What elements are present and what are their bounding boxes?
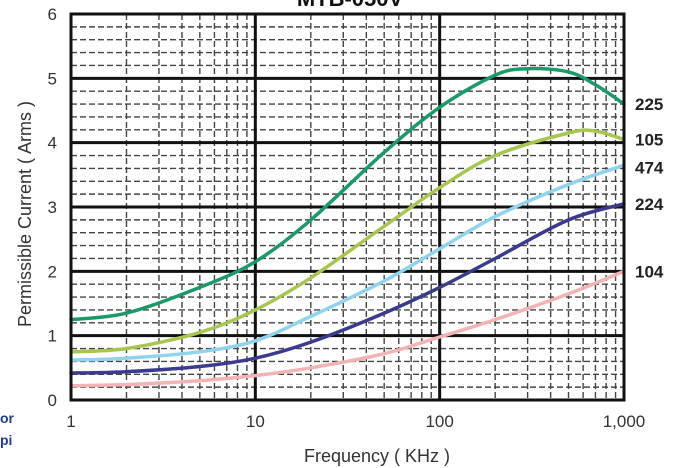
x-tick-label: 10 [246,412,265,431]
series-label-104: 104 [635,262,664,281]
series-label-225: 225 [635,95,663,114]
series-line-474 [69,163,626,362]
series-line-225 [69,66,626,322]
side-text-line-2: pi [0,432,13,448]
x-axis-title: Frequency ( KHz ) [304,446,450,466]
series-lines [69,66,626,388]
series-label-105: 105 [635,130,663,149]
series-line-224 [69,202,626,375]
x-tick-label: 1 [66,412,75,431]
y-tick-label: 6 [48,5,57,24]
y-tick-label: 5 [48,69,57,88]
y-axis-title: Permissible Current ( Arms ) [15,101,35,327]
series-line-104 [69,269,626,388]
series-labels: 225 105 474 224 104 [635,95,664,281]
plot-frame [69,12,626,402]
x-tick-label: 1,000 [603,412,646,431]
series-line-105 [69,128,626,354]
y-tick-label: 3 [48,198,57,217]
x-tick-label: 100 [425,412,453,431]
y-tick-label: 4 [48,134,57,153]
chart-title: MTB-050V [297,0,404,11]
y-tick-label: 2 [48,262,57,281]
y-tick-label: 1 [48,327,57,346]
side-text-line-1: or [0,410,14,426]
series-label-474: 474 [635,158,664,177]
series-label-224: 224 [635,195,664,214]
y-tick-label: 0 [48,391,57,410]
